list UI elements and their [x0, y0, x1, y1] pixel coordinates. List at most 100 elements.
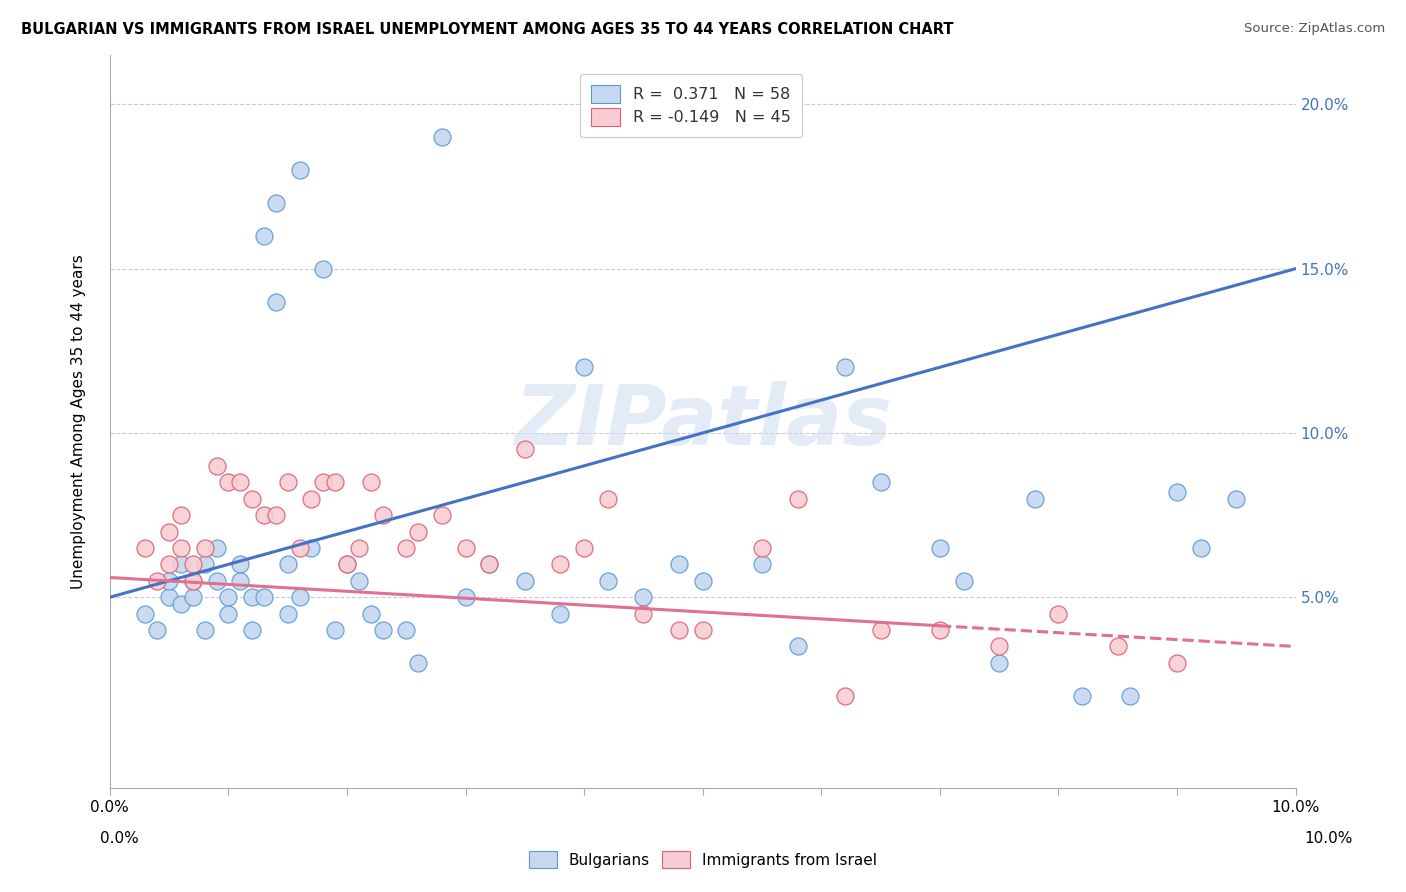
Point — [181, 574, 204, 588]
Text: ZIPatlas: ZIPatlas — [513, 381, 891, 462]
Point — [157, 574, 180, 588]
Point — [336, 558, 359, 572]
Point — [430, 508, 453, 522]
Point — [1166, 656, 1188, 670]
Point — [668, 558, 690, 572]
Point — [347, 541, 370, 555]
Point — [596, 491, 619, 506]
Point — [170, 541, 193, 555]
Point — [928, 623, 950, 637]
Point — [181, 574, 204, 588]
Point — [323, 475, 346, 490]
Point — [751, 558, 773, 572]
Text: Source: ZipAtlas.com: Source: ZipAtlas.com — [1244, 22, 1385, 36]
Point — [513, 442, 536, 457]
Point — [264, 294, 287, 309]
Point — [229, 558, 252, 572]
Point — [253, 508, 276, 522]
Text: BULGARIAN VS IMMIGRANTS FROM ISRAEL UNEMPLOYMENT AMONG AGES 35 TO 44 YEARS CORRE: BULGARIAN VS IMMIGRANTS FROM ISRAEL UNEM… — [21, 22, 953, 37]
Point — [371, 508, 394, 522]
Point — [170, 597, 193, 611]
Point — [596, 574, 619, 588]
Point — [572, 541, 595, 555]
Point — [336, 558, 359, 572]
Point — [668, 623, 690, 637]
Point — [430, 130, 453, 145]
Point — [1047, 607, 1070, 621]
Point — [229, 574, 252, 588]
Point — [478, 558, 501, 572]
Point — [928, 541, 950, 555]
Point — [264, 508, 287, 522]
Point — [347, 574, 370, 588]
Point — [194, 541, 217, 555]
Point — [550, 558, 572, 572]
Point — [692, 623, 714, 637]
Point — [217, 475, 239, 490]
Point — [277, 607, 299, 621]
Point — [395, 541, 418, 555]
Point — [240, 623, 263, 637]
Point — [288, 541, 311, 555]
Y-axis label: Unemployment Among Ages 35 to 44 years: Unemployment Among Ages 35 to 44 years — [72, 254, 86, 589]
Point — [146, 623, 169, 637]
Point — [288, 163, 311, 178]
Point — [1189, 541, 1212, 555]
Point — [988, 640, 1011, 654]
Point — [205, 574, 228, 588]
Point — [371, 623, 394, 637]
Point — [157, 591, 180, 605]
Point — [786, 491, 808, 506]
Legend: Bulgarians, Immigrants from Israel: Bulgarians, Immigrants from Israel — [522, 844, 884, 875]
Point — [299, 491, 322, 506]
Point — [277, 475, 299, 490]
Point — [170, 558, 193, 572]
Point — [299, 541, 322, 555]
Point — [454, 591, 477, 605]
Point — [205, 541, 228, 555]
Point — [869, 623, 891, 637]
Point — [134, 541, 156, 555]
Point — [229, 475, 252, 490]
Point — [692, 574, 714, 588]
Point — [550, 607, 572, 621]
Point — [253, 591, 276, 605]
Point — [572, 360, 595, 375]
Legend: R =  0.371   N = 58, R = -0.149   N = 45: R = 0.371 N = 58, R = -0.149 N = 45 — [581, 74, 801, 136]
Point — [277, 558, 299, 572]
Point — [134, 607, 156, 621]
Point — [253, 228, 276, 243]
Point — [1166, 485, 1188, 500]
Point — [323, 623, 346, 637]
Point — [454, 541, 477, 555]
Point — [869, 475, 891, 490]
Point — [834, 689, 856, 703]
Point — [194, 623, 217, 637]
Point — [240, 491, 263, 506]
Point — [633, 591, 655, 605]
Point — [170, 508, 193, 522]
Point — [194, 558, 217, 572]
Point — [834, 360, 856, 375]
Point — [360, 475, 382, 490]
Point — [395, 623, 418, 637]
Text: 10.0%: 10.0% — [1305, 831, 1353, 846]
Point — [217, 591, 239, 605]
Point — [157, 558, 180, 572]
Point — [478, 558, 501, 572]
Point — [406, 524, 429, 539]
Point — [513, 574, 536, 588]
Point — [1118, 689, 1140, 703]
Point — [205, 458, 228, 473]
Point — [360, 607, 382, 621]
Point — [751, 541, 773, 555]
Point — [217, 607, 239, 621]
Point — [312, 261, 335, 276]
Point — [240, 591, 263, 605]
Point — [181, 591, 204, 605]
Point — [312, 475, 335, 490]
Point — [633, 607, 655, 621]
Point — [146, 574, 169, 588]
Point — [786, 640, 808, 654]
Point — [1024, 491, 1046, 506]
